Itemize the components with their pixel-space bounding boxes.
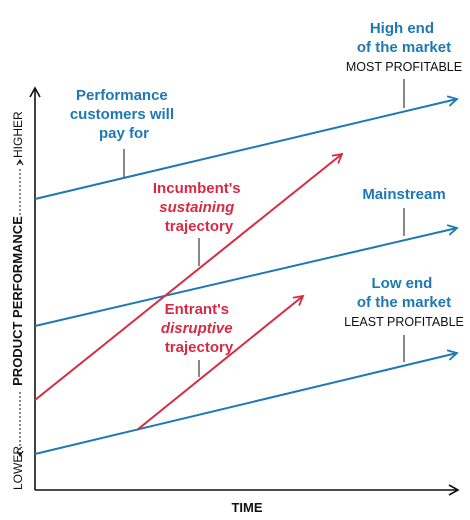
demand-label: Performance customers will pay for [70, 87, 178, 142]
mainstream-label: Mainstream [362, 186, 445, 203]
most-profitable-note: MOST PROFITABLE [346, 60, 462, 74]
mainstream-market-line [34, 224, 459, 327]
y-axis-low-label: LOWER [11, 446, 25, 490]
high-end-label: High end of the market [357, 20, 451, 56]
entrant-trajectory-label: Entrant's disruptive trajectory [161, 301, 237, 356]
least-profitable-note: LEAST PROFITABLE [344, 315, 464, 329]
x-axis-label: TIME [231, 500, 262, 515]
low-end-market-line [34, 349, 459, 455]
incumbent-trajectory-label: Incumbent's sustaining trajectory [153, 180, 245, 235]
incumbent-trajectory-line [34, 152, 344, 401]
y-axis-high-label: HIGHER [11, 111, 25, 158]
low-end-label: Low end of the market [357, 275, 451, 311]
high-end-market-line [34, 95, 459, 200]
y-axis-label: PRODUCT PERFORMANCE [10, 216, 25, 386]
entrant-trajectory-line [136, 294, 305, 431]
